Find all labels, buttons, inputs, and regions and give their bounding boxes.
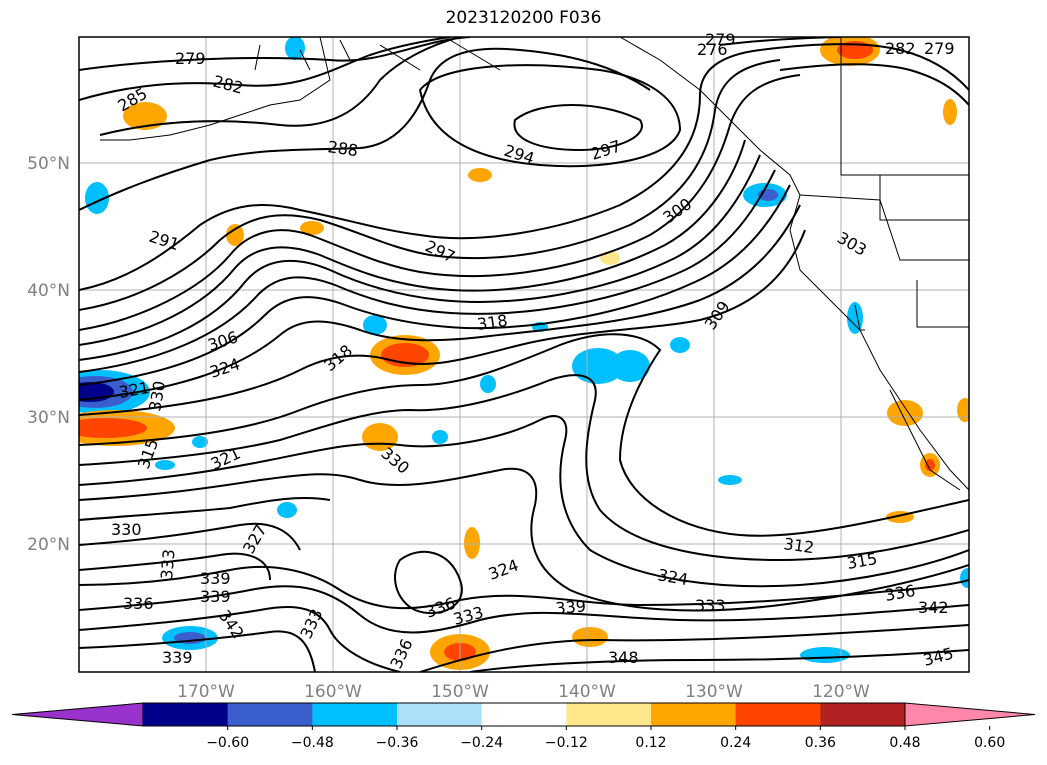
shade-blob <box>943 99 957 125</box>
colorbar-extend-high <box>904 702 1036 727</box>
contour-label: 342 <box>918 598 949 617</box>
colorbar-segment <box>143 703 229 726</box>
shade-blob <box>192 436 208 448</box>
shade-blob <box>718 475 742 485</box>
colorbar-tick-label: 0.12 <box>635 735 666 751</box>
colorbar-tick-label: −0.24 <box>460 735 503 751</box>
colorbar: −0.60 −0.48 −0.36 −0.24 −0.12 0.12 0.24 0.36 0.4… <box>11 702 1036 751</box>
contour-label: 333 <box>695 596 726 615</box>
shade-blob <box>600 251 620 265</box>
shade-blob <box>285 37 305 60</box>
colorbar-segment <box>820 703 906 726</box>
shade-blob <box>85 182 109 214</box>
lon-label: 130°W <box>685 682 743 702</box>
lon-label: 120°W <box>812 682 870 702</box>
shade-blob <box>610 350 650 382</box>
contour-label: 339 <box>200 569 231 588</box>
shade-blob <box>468 168 492 182</box>
contour-label: 348 <box>608 648 639 667</box>
colorbar-tick-label: 0.48 <box>889 735 920 751</box>
map-frame <box>78 36 970 673</box>
contour-label: 279 <box>705 30 736 49</box>
contour-label: 339 <box>200 587 231 606</box>
contour-label: 279 <box>924 39 955 58</box>
contour-lines <box>79 37 969 672</box>
shade-blob <box>300 221 324 235</box>
contour-label: 318 <box>476 311 509 334</box>
shade-blob <box>277 502 297 518</box>
shade-blob <box>79 418 147 438</box>
shade-blob <box>957 398 969 422</box>
contour-label: 282 <box>885 39 916 58</box>
contour-label: 276 <box>697 40 728 59</box>
colorbar-segment <box>312 703 398 726</box>
shade-blob <box>800 647 850 663</box>
colorbar-segment <box>735 703 821 726</box>
shade-blob <box>480 375 496 393</box>
contour-label: 333 <box>157 548 179 580</box>
lat-label: 20°N <box>27 535 70 555</box>
colorbar-tick-label: −0.60 <box>206 735 249 751</box>
colorbar-segment <box>397 703 483 726</box>
contour-label: 339 <box>162 648 193 667</box>
contour-label: 339 <box>555 596 587 618</box>
colorbar-tick-label: 0.60 <box>974 735 1005 751</box>
shade-blob <box>226 224 244 246</box>
shade-blob <box>363 315 387 335</box>
shade-blob <box>572 348 624 384</box>
shade-blob <box>464 527 480 559</box>
colorbar-segment <box>481 703 567 726</box>
shade-blob <box>155 460 175 470</box>
colorbar-tick-label: −0.12 <box>545 735 588 751</box>
colorbar-tick-label: −0.36 <box>376 735 419 751</box>
lon-label: 150°W <box>431 682 489 702</box>
shade-blob <box>572 627 608 647</box>
contour-label: 312 <box>782 534 815 557</box>
map-area <box>79 37 969 672</box>
contour-label: 336 <box>123 594 154 613</box>
shade-blob <box>670 337 690 353</box>
colorbar-tick-label: 0.36 <box>805 735 836 751</box>
lat-label: 50°N <box>27 154 70 174</box>
colorbar-segment <box>566 703 652 726</box>
contour-label: 288 <box>326 137 359 160</box>
shade-blob <box>960 568 969 588</box>
shade-blob <box>123 102 167 130</box>
lat-label: 30°N <box>27 408 70 428</box>
map-title: 2023120200 F036 <box>445 8 602 28</box>
latitude-labels: 50°N 40°N 30°N 20°N <box>27 154 70 555</box>
colorbar-extend-low <box>11 702 144 727</box>
colorbar-tick-label: −0.48 <box>291 735 334 751</box>
shade-blob <box>925 459 935 471</box>
lat-label: 40°N <box>27 281 70 301</box>
colorbar-segment <box>227 703 313 726</box>
shading-layer <box>79 37 969 670</box>
lon-label: 170°W <box>177 682 235 702</box>
shade-blob <box>887 400 923 426</box>
contour-label: 330 <box>111 520 142 539</box>
colorbar-segment <box>651 703 737 726</box>
colorbar-tick-label: 0.24 <box>720 735 751 751</box>
longitude-labels: 170°W 160°W 150°W 140°W 130°W 120°W <box>177 682 870 702</box>
lon-label: 140°W <box>558 682 616 702</box>
colorbar-frame <box>142 702 906 727</box>
lon-label: 160°W <box>304 682 362 702</box>
contour-label: 279 <box>175 49 206 68</box>
shade-blob <box>432 430 448 444</box>
